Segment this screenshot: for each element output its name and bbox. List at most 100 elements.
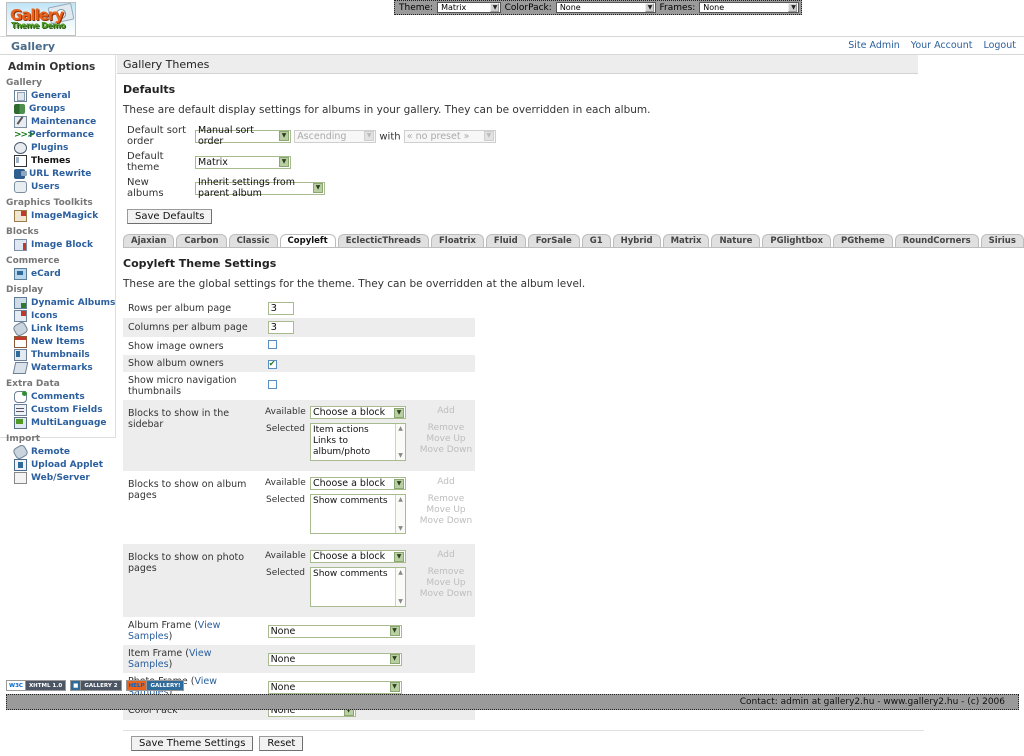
sidebar-item-url-rewrite[interactable]: URL Rewrite	[14, 168, 115, 180]
tab-eclecticthreads[interactable]: EclecticThreads	[337, 234, 429, 247]
tab-ajaxian[interactable]: Ajaxian	[123, 234, 175, 247]
sidebar-item-groups[interactable]: Groups	[14, 103, 115, 115]
show-image-owners-label: Show image owners	[128, 340, 224, 352]
link-icon	[11, 320, 30, 338]
sidebar-item-themes[interactable]: Themes	[14, 155, 115, 167]
default-theme-select[interactable]: Matrix ▼	[195, 155, 291, 169]
album-add-action[interactable]: Add	[417, 477, 475, 488]
badge-gallery2[interactable]: ■ GALLERY 2	[70, 680, 122, 691]
sidebar-item-web-server[interactable]: Web/Server	[14, 472, 115, 484]
sidebar-item-ecard[interactable]: eCard	[14, 268, 115, 280]
sidebar-item-custom-fields[interactable]: Custom Fields	[14, 404, 115, 416]
sidebar-item-remote[interactable]: Remote	[11, 443, 115, 461]
default-sort-order-select[interactable]: Manual sort order ▼	[195, 125, 291, 147]
add-label: Add	[437, 406, 455, 416]
tab-matrix[interactable]: Matrix	[662, 234, 710, 247]
badge-xhtml[interactable]: W3C XHTML 1.0	[6, 680, 67, 691]
tab-g1[interactable]: G1	[581, 234, 611, 247]
new-albums-select[interactable]: Inherit settings from parent album ▼	[195, 177, 325, 199]
remove-label[interactable]: Remove	[427, 494, 465, 504]
sidebar-available-select[interactable]: Choose a block ▼	[310, 406, 406, 419]
remove-label[interactable]: Remove	[427, 423, 465, 433]
sidebar-selected-listbox[interactable]: Item actions Links to album/photo peers …	[310, 423, 406, 461]
tab-floatrix[interactable]: Floatrix	[430, 234, 484, 247]
sidebar-item-users[interactable]: Users	[14, 181, 115, 193]
item-frame-select[interactable]: None ▼	[267, 652, 402, 666]
sidebar-item-thumbnails[interactable]: Thumbnails	[14, 349, 115, 361]
colorpack-select[interactable]: None ▼	[555, 2, 656, 13]
wrench-icon	[14, 116, 27, 128]
sidebar-item-new-items[interactable]: New Items	[14, 336, 115, 348]
gallery-logo[interactable]: Gallery Theme Demo	[6, 2, 76, 36]
album-available-select[interactable]: Choose a block ▼	[310, 477, 406, 490]
sidebar-item-watermarks[interactable]: Watermarks	[12, 362, 115, 374]
chevron-down-icon: ▼	[389, 626, 400, 636]
tab-hybrid[interactable]: Hybrid	[612, 234, 661, 247]
tab-pgtheme[interactable]: PGtheme	[833, 234, 893, 247]
sidebar-item-image-block[interactable]: Image Block	[14, 239, 115, 251]
show-micro-nav-checkbox[interactable]	[267, 380, 277, 389]
sidebar-item-icons[interactable]: Icons	[14, 310, 115, 322]
photo-frame-view-samples-link[interactable]: View Samples	[128, 676, 217, 698]
tab-copyleft[interactable]: Copyleft	[279, 234, 336, 247]
tab-pglightbox[interactable]: PGlightbox	[762, 234, 831, 247]
rows-per-page-input[interactable]: 3	[267, 302, 294, 315]
sidebar-item-label: URL Rewrite	[29, 169, 92, 179]
sort-preset-select[interactable]: « no preset » ▼	[403, 129, 496, 143]
photo-frame-select[interactable]: None ▼	[267, 680, 402, 694]
remove-label[interactable]: Remove	[427, 567, 465, 577]
logout-link[interactable]: Logout	[983, 40, 1016, 51]
columns-per-page-input[interactable]: 3	[267, 321, 294, 334]
sidebar-item-upload-applet[interactable]: Upload Applet	[14, 459, 115, 471]
tab-classic[interactable]: Classic	[228, 234, 278, 247]
sidebar-item-dynamic-albums[interactable]: Dynamic Albums	[14, 297, 115, 309]
theme-select[interactable]: Matrix ▼	[437, 2, 501, 13]
chevron-down-icon: ▼	[313, 183, 323, 193]
sidebar-item-plugins[interactable]: Plugins	[14, 142, 115, 154]
show-image-owners-checkbox[interactable]	[267, 340, 277, 349]
save-theme-settings-button[interactable]: Save Theme Settings	[131, 736, 254, 751]
move-up-label[interactable]: Move Up	[426, 578, 466, 588]
item-frame-view-samples-link[interactable]: View Samples	[128, 648, 212, 670]
sidebar-item-comments[interactable]: Comments	[14, 391, 115, 403]
listbox-scrollbar[interactable]: ▲ ▼	[395, 424, 405, 460]
listbox-scrollbar[interactable]: ▲ ▼	[395, 495, 405, 533]
sidebar-list-actions: Remove Move Up Move Down	[417, 423, 475, 456]
sidebar-item-performance[interactable]: >>> Performance	[14, 129, 115, 141]
album-blocks-label: Blocks to show on album pages	[128, 479, 247, 501]
frames-select[interactable]: None ▼	[699, 2, 800, 13]
album-selected-listbox[interactable]: Show comments ▲ ▼	[310, 494, 406, 534]
tab-fluid[interactable]: Fluid	[485, 234, 526, 247]
album-frame-select[interactable]: None ▼	[267, 624, 402, 638]
dynamic-album-icon	[14, 297, 27, 309]
sidebar-item-multilanguage[interactable]: MultiLanguage	[14, 417, 115, 429]
tab-forsale[interactable]: ForSale	[527, 234, 580, 247]
sidebar-item-general[interactable]: General	[14, 90, 115, 102]
tab-carbon[interactable]: Carbon	[176, 234, 227, 247]
show-album-owners-checkbox[interactable]: ✔	[267, 359, 277, 369]
tab-sirius[interactable]: Sirius	[980, 234, 1024, 247]
reset-button[interactable]: Reset	[259, 736, 304, 751]
save-defaults-button[interactable]: Save Defaults	[127, 209, 213, 224]
listbox-scrollbar[interactable]: ▲ ▼	[395, 568, 405, 606]
move-down-label[interactable]: Move Down	[419, 589, 473, 599]
sidebar-item-maintenance[interactable]: Maintenance	[14, 116, 115, 128]
breadcrumb[interactable]: Gallery	[11, 40, 56, 53]
sidebar-item-imagemagick[interactable]: ImageMagick	[14, 210, 115, 222]
move-down-label[interactable]: Move Down	[419, 445, 473, 455]
photo-selected-listbox[interactable]: Show comments ▲ ▼	[310, 567, 406, 607]
sidebar-item-link-items[interactable]: Link Items	[11, 320, 115, 338]
sort-direction-select[interactable]: Ascending ▼	[294, 129, 377, 143]
tab-nature[interactable]: Nature	[711, 234, 761, 247]
site-admin-link[interactable]: Site Admin	[848, 40, 900, 51]
album-frame-view-samples-link[interactable]: View Samples	[128, 620, 221, 642]
sidebar-add-action[interactable]: Add	[417, 406, 475, 417]
photo-add-action[interactable]: Add	[417, 550, 475, 561]
tab-roundcorners[interactable]: RoundCorners	[894, 234, 979, 247]
badge-help-gallery[interactable]: HELP GALLERY!	[125, 680, 185, 691]
photo-available-select[interactable]: Choose a block ▼	[310, 550, 406, 563]
move-down-label[interactable]: Move Down	[419, 516, 473, 526]
move-up-label[interactable]: Move Up	[426, 434, 466, 444]
your-account-link[interactable]: Your Account	[910, 40, 973, 51]
move-up-label[interactable]: Move Up	[426, 505, 466, 515]
